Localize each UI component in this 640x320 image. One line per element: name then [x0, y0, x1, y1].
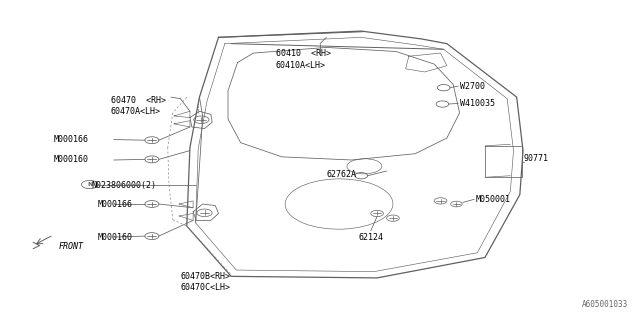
Text: 90771: 90771: [523, 154, 548, 163]
Text: M000166: M000166: [98, 200, 133, 209]
Text: M000160: M000160: [98, 233, 133, 242]
Text: FRONT: FRONT: [59, 242, 84, 251]
Text: M000166: M000166: [54, 135, 88, 144]
Text: 62762A: 62762A: [326, 170, 356, 179]
Text: A605001033: A605001033: [582, 300, 628, 309]
Text: 60470B<RH>: 60470B<RH>: [180, 272, 230, 281]
Text: W410035: W410035: [460, 99, 495, 108]
Text: 60470C<LH>: 60470C<LH>: [180, 284, 230, 292]
Text: 60470  <RH>: 60470 <RH>: [111, 96, 166, 105]
Text: 60410A<LH>: 60410A<LH>: [276, 61, 326, 70]
Text: 62124: 62124: [358, 233, 383, 242]
Text: 60470A<LH>: 60470A<LH>: [111, 107, 161, 116]
Text: M050001: M050001: [476, 195, 511, 204]
Text: N023806000(2): N023806000(2): [92, 181, 157, 190]
Text: M000160: M000160: [54, 156, 88, 164]
Text: 60410  <RH>: 60410 <RH>: [276, 49, 331, 58]
Text: W2700: W2700: [460, 82, 484, 91]
Text: N: N: [87, 182, 92, 187]
